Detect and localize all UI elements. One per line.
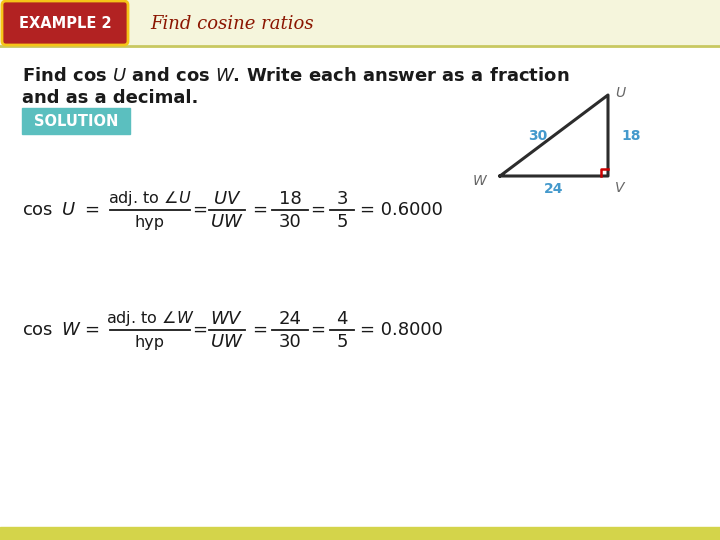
Text: 24: 24 <box>544 182 564 196</box>
Bar <box>0 110 720 115</box>
Bar <box>0 190 720 195</box>
Text: =: = <box>310 201 325 219</box>
Bar <box>0 0 720 46</box>
Bar <box>0 100 720 105</box>
Bar <box>0 270 720 275</box>
Bar <box>0 450 720 455</box>
Text: 4: 4 <box>336 310 348 328</box>
Text: $UW$: $UW$ <box>210 213 244 231</box>
Text: =: = <box>253 321 268 339</box>
Text: Find $\mathregular{cos}\ \mathit{U}$ and $\mathregular{cos}\ \mathit{W}$. Write : Find $\mathregular{cos}\ \mathit{U}$ and… <box>22 67 570 85</box>
Text: $\cos\ W$: $\cos\ W$ <box>22 321 81 339</box>
Bar <box>0 70 720 75</box>
Text: =: = <box>84 201 99 219</box>
Text: $UW$: $UW$ <box>210 333 244 351</box>
Bar <box>0 180 720 185</box>
Text: $UV$: $UV$ <box>212 190 241 208</box>
Bar <box>0 420 720 425</box>
Bar <box>0 30 720 35</box>
Text: 5: 5 <box>336 333 348 351</box>
Bar <box>0 370 720 375</box>
Bar <box>0 240 720 245</box>
Text: and as a decimal.: and as a decimal. <box>22 89 199 107</box>
Bar <box>0 220 720 225</box>
Bar <box>0 230 720 235</box>
Bar <box>0 380 720 385</box>
Bar <box>0 320 720 325</box>
Bar <box>0 500 720 505</box>
Bar <box>0 210 720 215</box>
Bar <box>0 260 720 265</box>
Bar <box>0 510 720 515</box>
Bar <box>0 470 720 475</box>
Bar <box>0 340 720 345</box>
Bar <box>0 300 720 305</box>
Bar <box>0 310 720 315</box>
Bar <box>0 330 720 335</box>
Text: hyp: hyp <box>135 334 165 349</box>
FancyBboxPatch shape <box>2 1 128 45</box>
Bar <box>0 130 720 135</box>
Text: =: = <box>310 321 325 339</box>
Text: 30: 30 <box>279 333 302 351</box>
Text: hyp: hyp <box>135 214 165 230</box>
Text: SOLUTION: SOLUTION <box>34 114 118 130</box>
Bar <box>0 20 720 25</box>
Bar <box>0 150 720 155</box>
Bar <box>0 60 720 65</box>
Bar <box>0 80 720 85</box>
Bar <box>0 140 720 145</box>
Text: $WV$: $WV$ <box>210 310 243 328</box>
Bar <box>0 120 720 125</box>
Text: 30: 30 <box>279 213 302 231</box>
Text: adj. to $\angle U$: adj. to $\angle U$ <box>108 190 192 208</box>
Bar <box>0 200 720 205</box>
Bar <box>0 0 720 5</box>
Text: EXAMPLE 2: EXAMPLE 2 <box>19 17 112 31</box>
Bar <box>0 50 720 55</box>
Text: 18: 18 <box>621 129 641 143</box>
Text: =: = <box>192 201 207 219</box>
FancyBboxPatch shape <box>22 108 130 134</box>
Bar <box>0 480 720 485</box>
Text: =: = <box>84 321 99 339</box>
Bar <box>0 460 720 465</box>
Bar <box>0 290 720 295</box>
Bar <box>0 430 720 435</box>
Text: 24: 24 <box>279 310 302 328</box>
Text: 18: 18 <box>279 190 302 208</box>
Text: $V$: $V$ <box>614 181 626 195</box>
Bar <box>0 250 720 255</box>
Bar <box>0 360 720 365</box>
Text: $\cos\ U$: $\cos\ U$ <box>22 201 76 219</box>
Text: =: = <box>192 321 207 339</box>
Bar <box>0 350 720 355</box>
Text: $U$: $U$ <box>615 86 627 100</box>
Bar <box>0 410 720 415</box>
Bar <box>0 280 720 285</box>
Text: adj. to $\angle W$: adj. to $\angle W$ <box>106 309 194 328</box>
Bar <box>0 390 720 395</box>
Bar <box>0 40 720 45</box>
Bar <box>0 160 720 165</box>
Text: =: = <box>253 201 268 219</box>
Text: Find cosine ratios: Find cosine ratios <box>150 15 314 33</box>
Bar <box>0 170 720 175</box>
Bar <box>0 10 720 15</box>
Bar <box>0 46 720 526</box>
Bar <box>0 90 720 95</box>
Bar <box>0 527 720 540</box>
Text: = 0.6000: = 0.6000 <box>360 201 443 219</box>
Bar <box>0 490 720 495</box>
Bar <box>0 400 720 405</box>
Bar <box>0 440 720 445</box>
Text: $W$: $W$ <box>472 174 488 188</box>
Text: = 0.8000: = 0.8000 <box>360 321 443 339</box>
Bar <box>0 520 720 525</box>
Bar <box>0 530 720 535</box>
Text: 3: 3 <box>336 190 348 208</box>
Text: 30: 30 <box>528 129 548 143</box>
Text: 5: 5 <box>336 213 348 231</box>
